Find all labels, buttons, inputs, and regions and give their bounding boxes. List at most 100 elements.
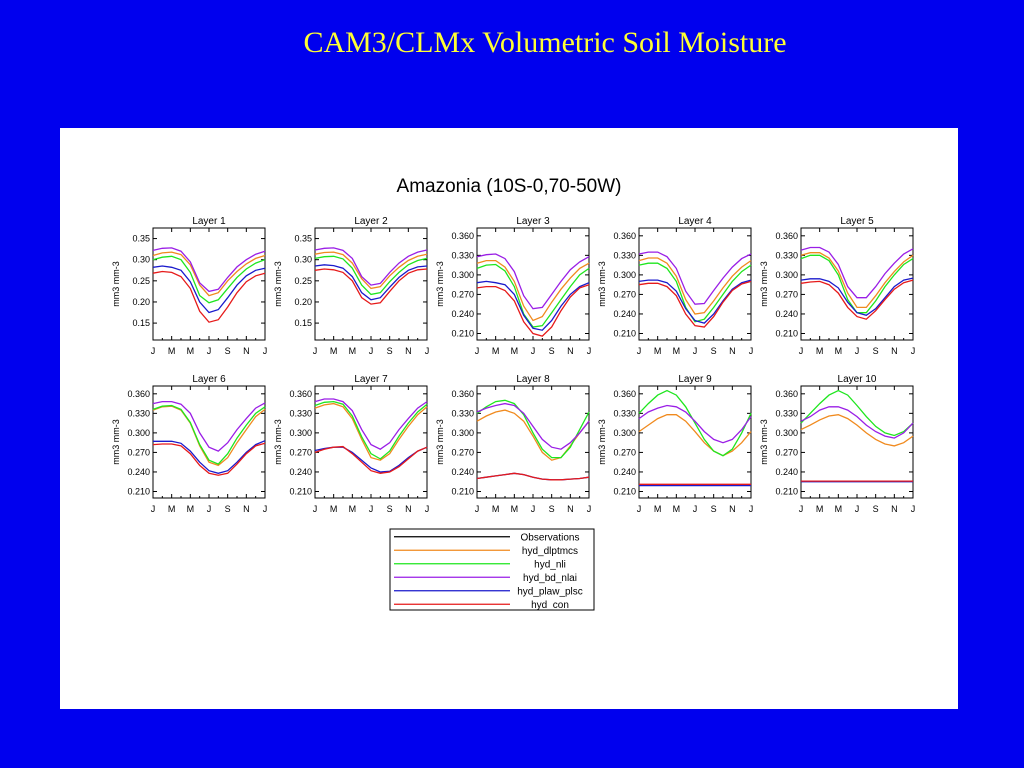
x-tick-label: M [330,504,338,514]
y-tick-label: 0.210 [451,486,474,496]
x-tick-label: M [187,346,195,356]
y-tick-label: 0.300 [775,428,798,438]
y-tick-label: 0.300 [613,428,636,438]
chart-panel: Amazonia (10S-0,70-50W) Layer 1 0.15 0.20 0… [60,128,958,709]
x-tick-label: J [475,346,480,356]
y-axis-label: mm3 mm-3 [273,261,283,307]
series-line-hyd_dlptmcs [638,257,752,315]
y-tick-label: 0.270 [289,447,312,457]
subplot-9: Layer 9 0.210 0.240 0.270 0.300 0.330 0.360 J M M… [597,374,753,514]
x-tick-label: J [369,504,374,514]
x-tick-label: M [835,346,843,356]
y-tick-label: 0.15 [294,318,312,328]
subplot-5: Layer 5 0.210 0.240 0.270 0.300 0.330 0.360 J M M… [759,216,915,356]
series-line-hyd_dlptmcs [638,414,752,457]
x-tick-label: J [475,504,480,514]
series-line-hyd_nli [314,255,428,296]
subplot-3: Layer 3 0.210 0.240 0.270 0.300 0.330 0.360 J M M… [435,216,591,356]
x-tick-label: J [911,346,916,356]
y-axis-label: mm3 mm-3 [759,419,769,465]
x-tick-label: J [637,504,642,514]
y-axis-label: mm3 mm-3 [273,419,283,465]
x-tick-label: S [711,346,717,356]
y-tick-label: 0.240 [775,309,798,319]
subplot-title: Layer 4 [678,216,712,227]
y-axis-label: mm3 mm-3 [435,261,445,307]
series-line-hyd_bd_nlai [638,404,752,444]
y-tick-label: 0.330 [775,250,798,260]
x-tick-label: M [673,346,681,356]
y-tick-label: 0.30 [294,255,312,265]
legend-label: hyd_bd_nlai [523,573,577,584]
series-line-hyd_dlptmcs [152,251,266,297]
y-tick-label: 0.210 [775,328,798,338]
y-tick-label: 0.210 [613,328,636,338]
x-tick-label: S [387,504,393,514]
x-tick-label: M [816,504,824,514]
plot-frame [314,385,428,499]
subplot-title: Layer 6 [192,374,226,385]
x-tick-label: N [891,346,898,356]
x-tick-label: J [587,504,592,514]
series-line-hyd_bd_nlai [800,246,914,299]
x-tick-label: J [749,504,754,514]
legend-label: Observations [521,532,580,543]
x-tick-label: M [168,346,176,356]
y-tick-label: 0.210 [613,486,636,496]
series-line-hyd_dlptmcs [314,402,428,461]
series-line-hyd_bd_nlai [152,400,266,452]
series-line-hyd_con [314,445,428,474]
series-line-hyd_bd_nlai [476,402,590,450]
series-line-hyd_plaw_plsc [314,264,428,301]
x-tick-label: J [693,504,698,514]
y-tick-label: 0.240 [451,309,474,319]
legend: Observations hyd_dlptmcs hyd_nli hyd_bd_nla… [389,528,595,611]
legend-label: hyd_nli [534,559,566,570]
plot-frame [638,385,752,499]
y-tick-label: 0.300 [289,428,312,438]
series-line-hyd_nli [638,389,752,457]
x-tick-label: M [330,346,338,356]
x-tick-label: M [673,504,681,514]
legend-label: hyd_plaw_plsc [517,586,583,597]
series-line-hyd_bd_nlai [314,247,428,286]
x-tick-label: M [654,504,662,514]
x-tick-label: S [873,346,879,356]
subplot-10: Layer 10 0.210 0.240 0.270 0.300 0.330 0.360 J M… [759,374,915,514]
series-line-hyd_dlptmcs [476,259,590,322]
y-tick-label: 0.360 [613,389,636,399]
subplot-title: Layer 7 [354,374,388,385]
series-line-hyd_con [800,279,914,320]
y-axis-label: mm3 mm-3 [597,261,607,307]
y-tick-label: 0.210 [127,486,150,496]
x-tick-label: J [207,346,212,356]
series-line-hyd_con [638,280,752,328]
series-line-hyd_bd_nlai [314,398,428,450]
subplot-4: Layer 4 0.210 0.240 0.270 0.300 0.330 0.360 J M M… [597,216,753,356]
series-line-hyd_nli [152,255,266,304]
plot-frame [314,227,428,341]
series-line-hyd_bd_nlai [638,251,752,305]
x-tick-label: J [911,504,916,514]
x-tick-label: J [313,346,318,356]
y-tick-label: 0.330 [289,408,312,418]
plot-frame [638,227,752,341]
y-tick-label: 0.25 [132,276,150,286]
plot-frame [800,227,914,341]
x-tick-label: J [151,504,156,514]
x-tick-label: J [799,504,804,514]
x-tick-label: M [511,346,519,356]
series-line-hyd_con [152,442,266,476]
y-tick-label: 0.360 [451,389,474,399]
series-line-hyd_con [476,284,590,337]
y-tick-label: 0.240 [613,309,636,319]
series-line-hyd_dlptmcs [314,251,428,290]
x-tick-label: N [567,346,574,356]
subplot-title: Layer 1 [192,216,226,227]
x-tick-label: J [263,504,268,514]
y-tick-label: 0.300 [127,428,150,438]
series-line-hyd_nli [314,400,428,460]
series-line-hyd_nli [638,262,752,323]
